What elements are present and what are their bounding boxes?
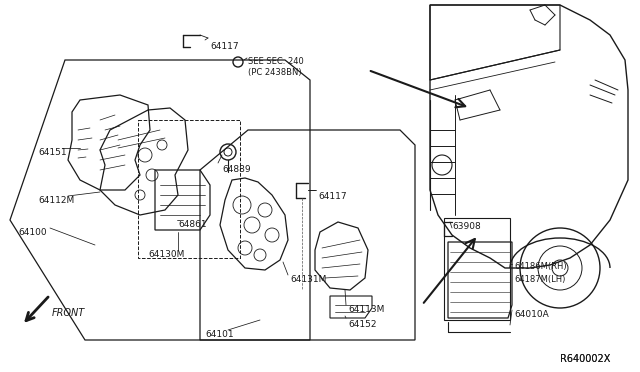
Text: 64010A: 64010A bbox=[514, 310, 548, 319]
Text: 64186M(RH): 64186M(RH) bbox=[514, 262, 566, 271]
Text: 64152: 64152 bbox=[348, 320, 376, 329]
Text: 64117: 64117 bbox=[318, 192, 347, 201]
Text: 64889: 64889 bbox=[222, 165, 251, 174]
Text: 64131M: 64131M bbox=[290, 275, 326, 284]
Text: 64151: 64151 bbox=[38, 148, 67, 157]
Text: FRONT: FRONT bbox=[52, 308, 85, 318]
Text: 64130M: 64130M bbox=[148, 250, 184, 259]
Text: (PC 2438BN): (PC 2438BN) bbox=[248, 68, 301, 77]
Text: R640002X: R640002X bbox=[560, 354, 611, 364]
Text: 64113M: 64113M bbox=[348, 305, 385, 314]
Text: 64112M: 64112M bbox=[38, 196, 74, 205]
Text: 64187M(LH): 64187M(LH) bbox=[514, 275, 565, 284]
Text: 63908: 63908 bbox=[452, 222, 481, 231]
Text: 64117: 64117 bbox=[210, 42, 239, 51]
Text: R640002X: R640002X bbox=[560, 354, 611, 364]
Text: 64100: 64100 bbox=[18, 228, 47, 237]
Text: 64861: 64861 bbox=[178, 220, 207, 229]
Text: SEE SEC. 240: SEE SEC. 240 bbox=[248, 57, 304, 66]
Text: 64101: 64101 bbox=[205, 330, 234, 339]
